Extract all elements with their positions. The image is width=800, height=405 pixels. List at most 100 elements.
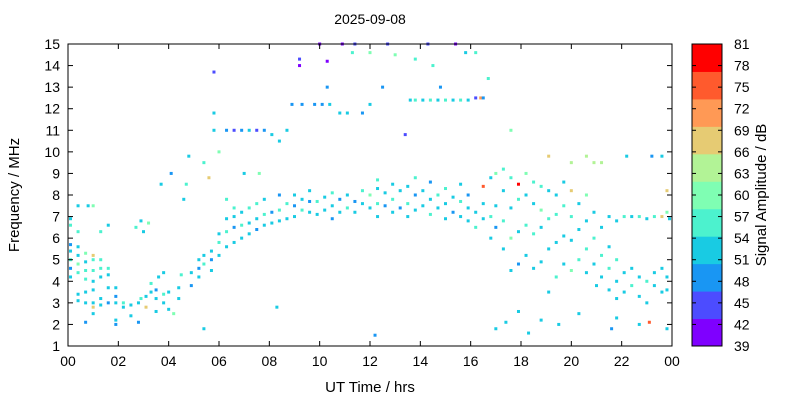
data-point [600, 275, 604, 279]
data-point [212, 70, 216, 74]
data-point [167, 307, 171, 311]
data-point [408, 98, 412, 102]
data-point [532, 232, 536, 236]
data-point [444, 202, 447, 206]
data-point [99, 275, 103, 279]
data-point [610, 327, 614, 331]
data-point [376, 187, 380, 191]
data-point [464, 51, 468, 55]
data-point [474, 96, 478, 100]
colorbar-tick-label: 42 [734, 316, 750, 332]
data-point [466, 219, 470, 223]
data-point [474, 210, 478, 214]
x-tick-label: 10 [312, 353, 328, 369]
data-point [451, 210, 455, 214]
colorbar-tick-label: 51 [734, 252, 750, 268]
data-point [232, 128, 236, 132]
data-point [139, 297, 143, 301]
data-point [270, 133, 274, 137]
data-point [232, 240, 236, 244]
data-point [509, 128, 513, 132]
data-point [330, 204, 334, 208]
data-point [584, 219, 588, 223]
y-tick-label: 1 [52, 338, 60, 354]
data-point [225, 217, 229, 221]
data-point [99, 303, 103, 307]
y-tick-label: 14 [44, 58, 60, 74]
data-point [615, 279, 619, 283]
y-tick-label: 8 [52, 187, 60, 203]
colorbar-tick-label: 69 [734, 122, 750, 138]
data-point [172, 312, 176, 316]
data-point [403, 133, 407, 137]
x-tick-label: 20 [564, 353, 580, 369]
data-point [421, 204, 425, 208]
data-point [277, 208, 281, 212]
data-point [466, 98, 470, 102]
data-point [466, 193, 470, 197]
data-point [532, 266, 536, 270]
data-point [665, 189, 669, 193]
data-point [577, 258, 581, 262]
data-point [129, 303, 133, 307]
data-point [315, 212, 319, 216]
data-point [451, 98, 455, 102]
data-point [76, 245, 80, 249]
data-point [413, 57, 417, 61]
data-point [391, 210, 395, 214]
data-point [569, 189, 573, 193]
data-point [600, 161, 604, 165]
data-point [584, 271, 588, 275]
data-point [360, 202, 364, 206]
colorbar-band [692, 71, 722, 100]
data-point [182, 197, 186, 201]
data-point [76, 271, 80, 275]
x-tick-label: 04 [161, 353, 177, 369]
data-point [323, 208, 327, 212]
data-point [547, 290, 551, 294]
data-point [86, 204, 90, 208]
data-point [187, 154, 191, 158]
data-point [300, 208, 304, 212]
data-point [665, 210, 669, 214]
data-point [76, 230, 80, 234]
data-point [285, 128, 289, 132]
data-point [84, 320, 88, 324]
data-point [509, 236, 513, 240]
colorbar-band [692, 318, 722, 347]
data-point [325, 85, 329, 89]
data-point [157, 275, 161, 279]
data-point [554, 240, 558, 244]
data-point [169, 171, 173, 175]
data-point [189, 284, 193, 288]
colorbar-tick-label: 39 [734, 338, 750, 354]
data-point [479, 96, 483, 100]
data-point [438, 85, 442, 89]
data-point [615, 316, 619, 320]
data-point [300, 102, 304, 106]
data-point [255, 228, 259, 232]
data-point [665, 327, 669, 331]
data-point [106, 266, 110, 270]
data-point [600, 253, 604, 257]
data-point [197, 266, 201, 270]
colorbar-band [692, 181, 722, 210]
data-point [338, 210, 342, 214]
x-tick-label: 02 [111, 353, 127, 369]
data-point [139, 219, 143, 223]
data-point [592, 236, 596, 240]
data-point [421, 98, 425, 102]
data-point [298, 64, 302, 68]
colorbar-band [692, 153, 722, 182]
y-tick-label: 6 [52, 230, 60, 246]
data-point [142, 230, 145, 234]
x-tick-label: 00 [664, 353, 680, 369]
data-point [630, 215, 634, 219]
data-point [494, 171, 498, 175]
data-point [630, 266, 634, 270]
data-point [652, 215, 656, 219]
data-point [197, 275, 201, 279]
data-point [91, 288, 95, 292]
data-point [516, 182, 520, 186]
